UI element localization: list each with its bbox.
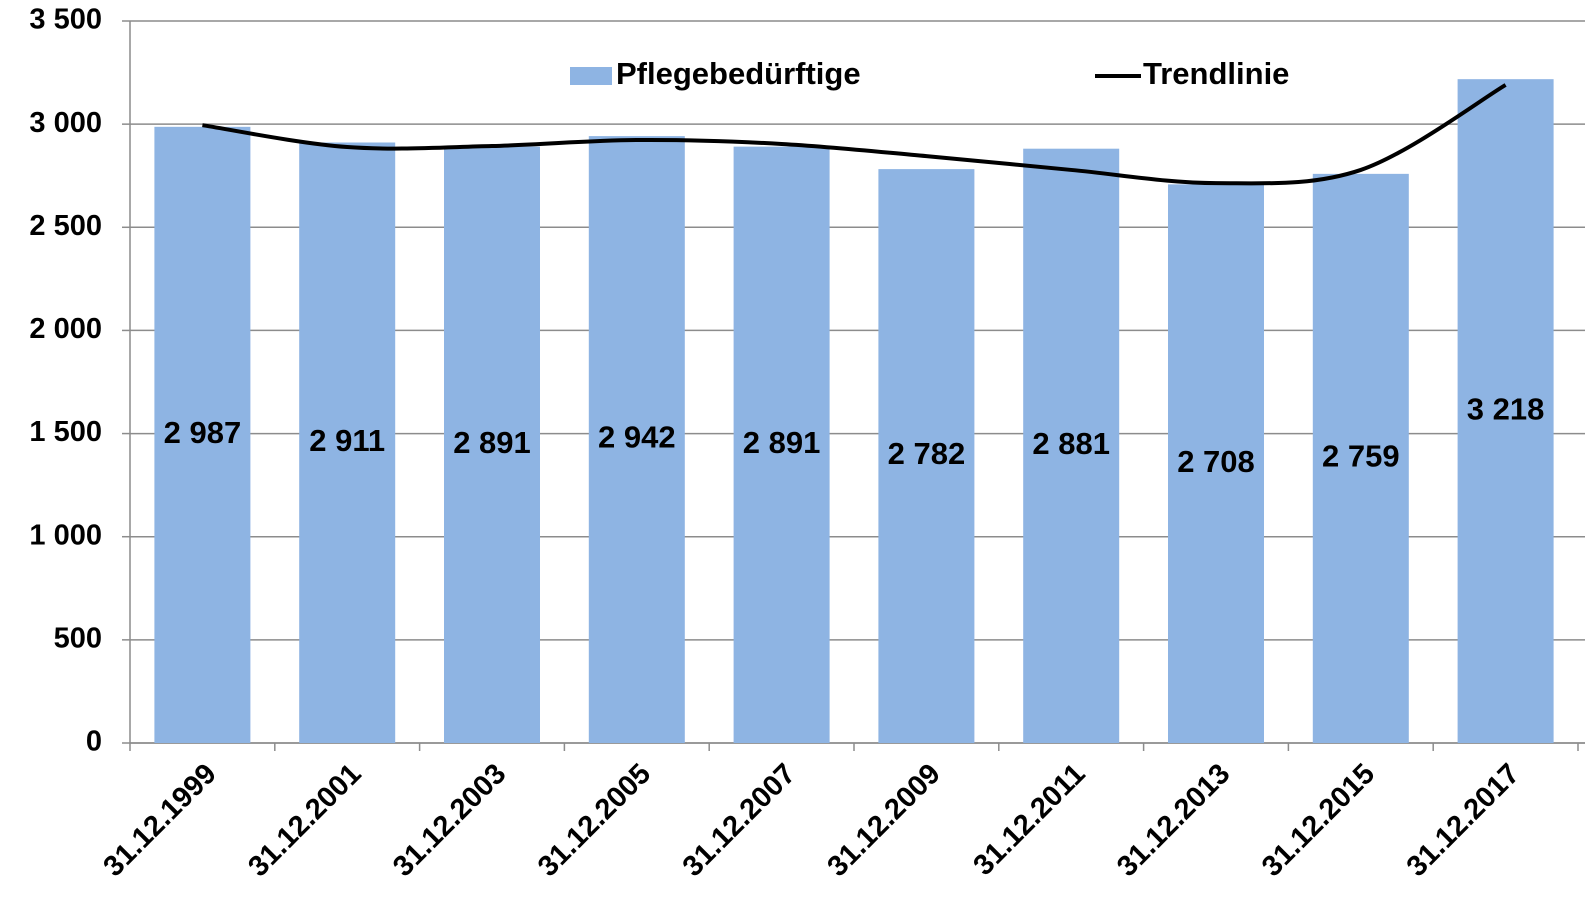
x-tick-label: 31.12.2003: [387, 758, 512, 883]
bar: [588, 136, 685, 743]
data-label: 2 891: [453, 425, 531, 460]
data-label: 2 987: [164, 415, 242, 450]
x-tick-label: 31.12.1999: [97, 758, 222, 883]
y-tick-label: 3 500: [29, 4, 102, 36]
bar: [1168, 184, 1264, 743]
y-tick-label: 3 000: [29, 107, 102, 139]
data-label: 2 708: [1177, 444, 1255, 479]
data-label: 2 942: [598, 420, 676, 455]
data-label: 2 782: [888, 436, 966, 471]
data-label: 2 759: [1322, 439, 1400, 474]
x-tick-label: 31.12.2013: [1111, 758, 1236, 883]
x-tick-label: 31.12.2017: [1401, 758, 1526, 883]
x-tick-label: 31.12.2009: [821, 758, 946, 883]
bar: [299, 142, 396, 743]
x-tick-label: 31.12.2005: [532, 758, 657, 883]
x-tick-label: 31.12.2011: [967, 758, 1091, 882]
y-tick-label: 0: [86, 726, 102, 758]
bar: [1457, 79, 1554, 744]
x-tick-label: 31.12.2007: [677, 758, 802, 883]
y-tick-label: 500: [54, 623, 102, 655]
data-label: 3 218: [1467, 391, 1545, 426]
bar: [1312, 173, 1409, 743]
y-tick-label: 2 000: [29, 313, 102, 345]
data-label: 2 911: [309, 423, 385, 458]
bar: [878, 169, 975, 743]
legend-label: Pflegebedürftige: [616, 56, 861, 91]
x-tick-label: 31.12.2015: [1256, 758, 1381, 883]
legend-swatch: [570, 67, 612, 85]
y-tick-label: 2 500: [29, 210, 102, 242]
legend-label: Trendlinie: [1143, 56, 1289, 91]
data-label: 2 891: [743, 425, 821, 460]
y-tick-label: 1 500: [29, 416, 102, 448]
data-label: 2 881: [1032, 426, 1110, 461]
bar: [733, 146, 830, 744]
trend-line: [202, 83, 1507, 186]
bar: [444, 146, 540, 744]
bar: [154, 126, 251, 743]
bar: [1023, 148, 1120, 743]
y-tick-label: 1 000: [29, 519, 102, 551]
x-tick-label: 31.12.2001: [242, 758, 367, 883]
